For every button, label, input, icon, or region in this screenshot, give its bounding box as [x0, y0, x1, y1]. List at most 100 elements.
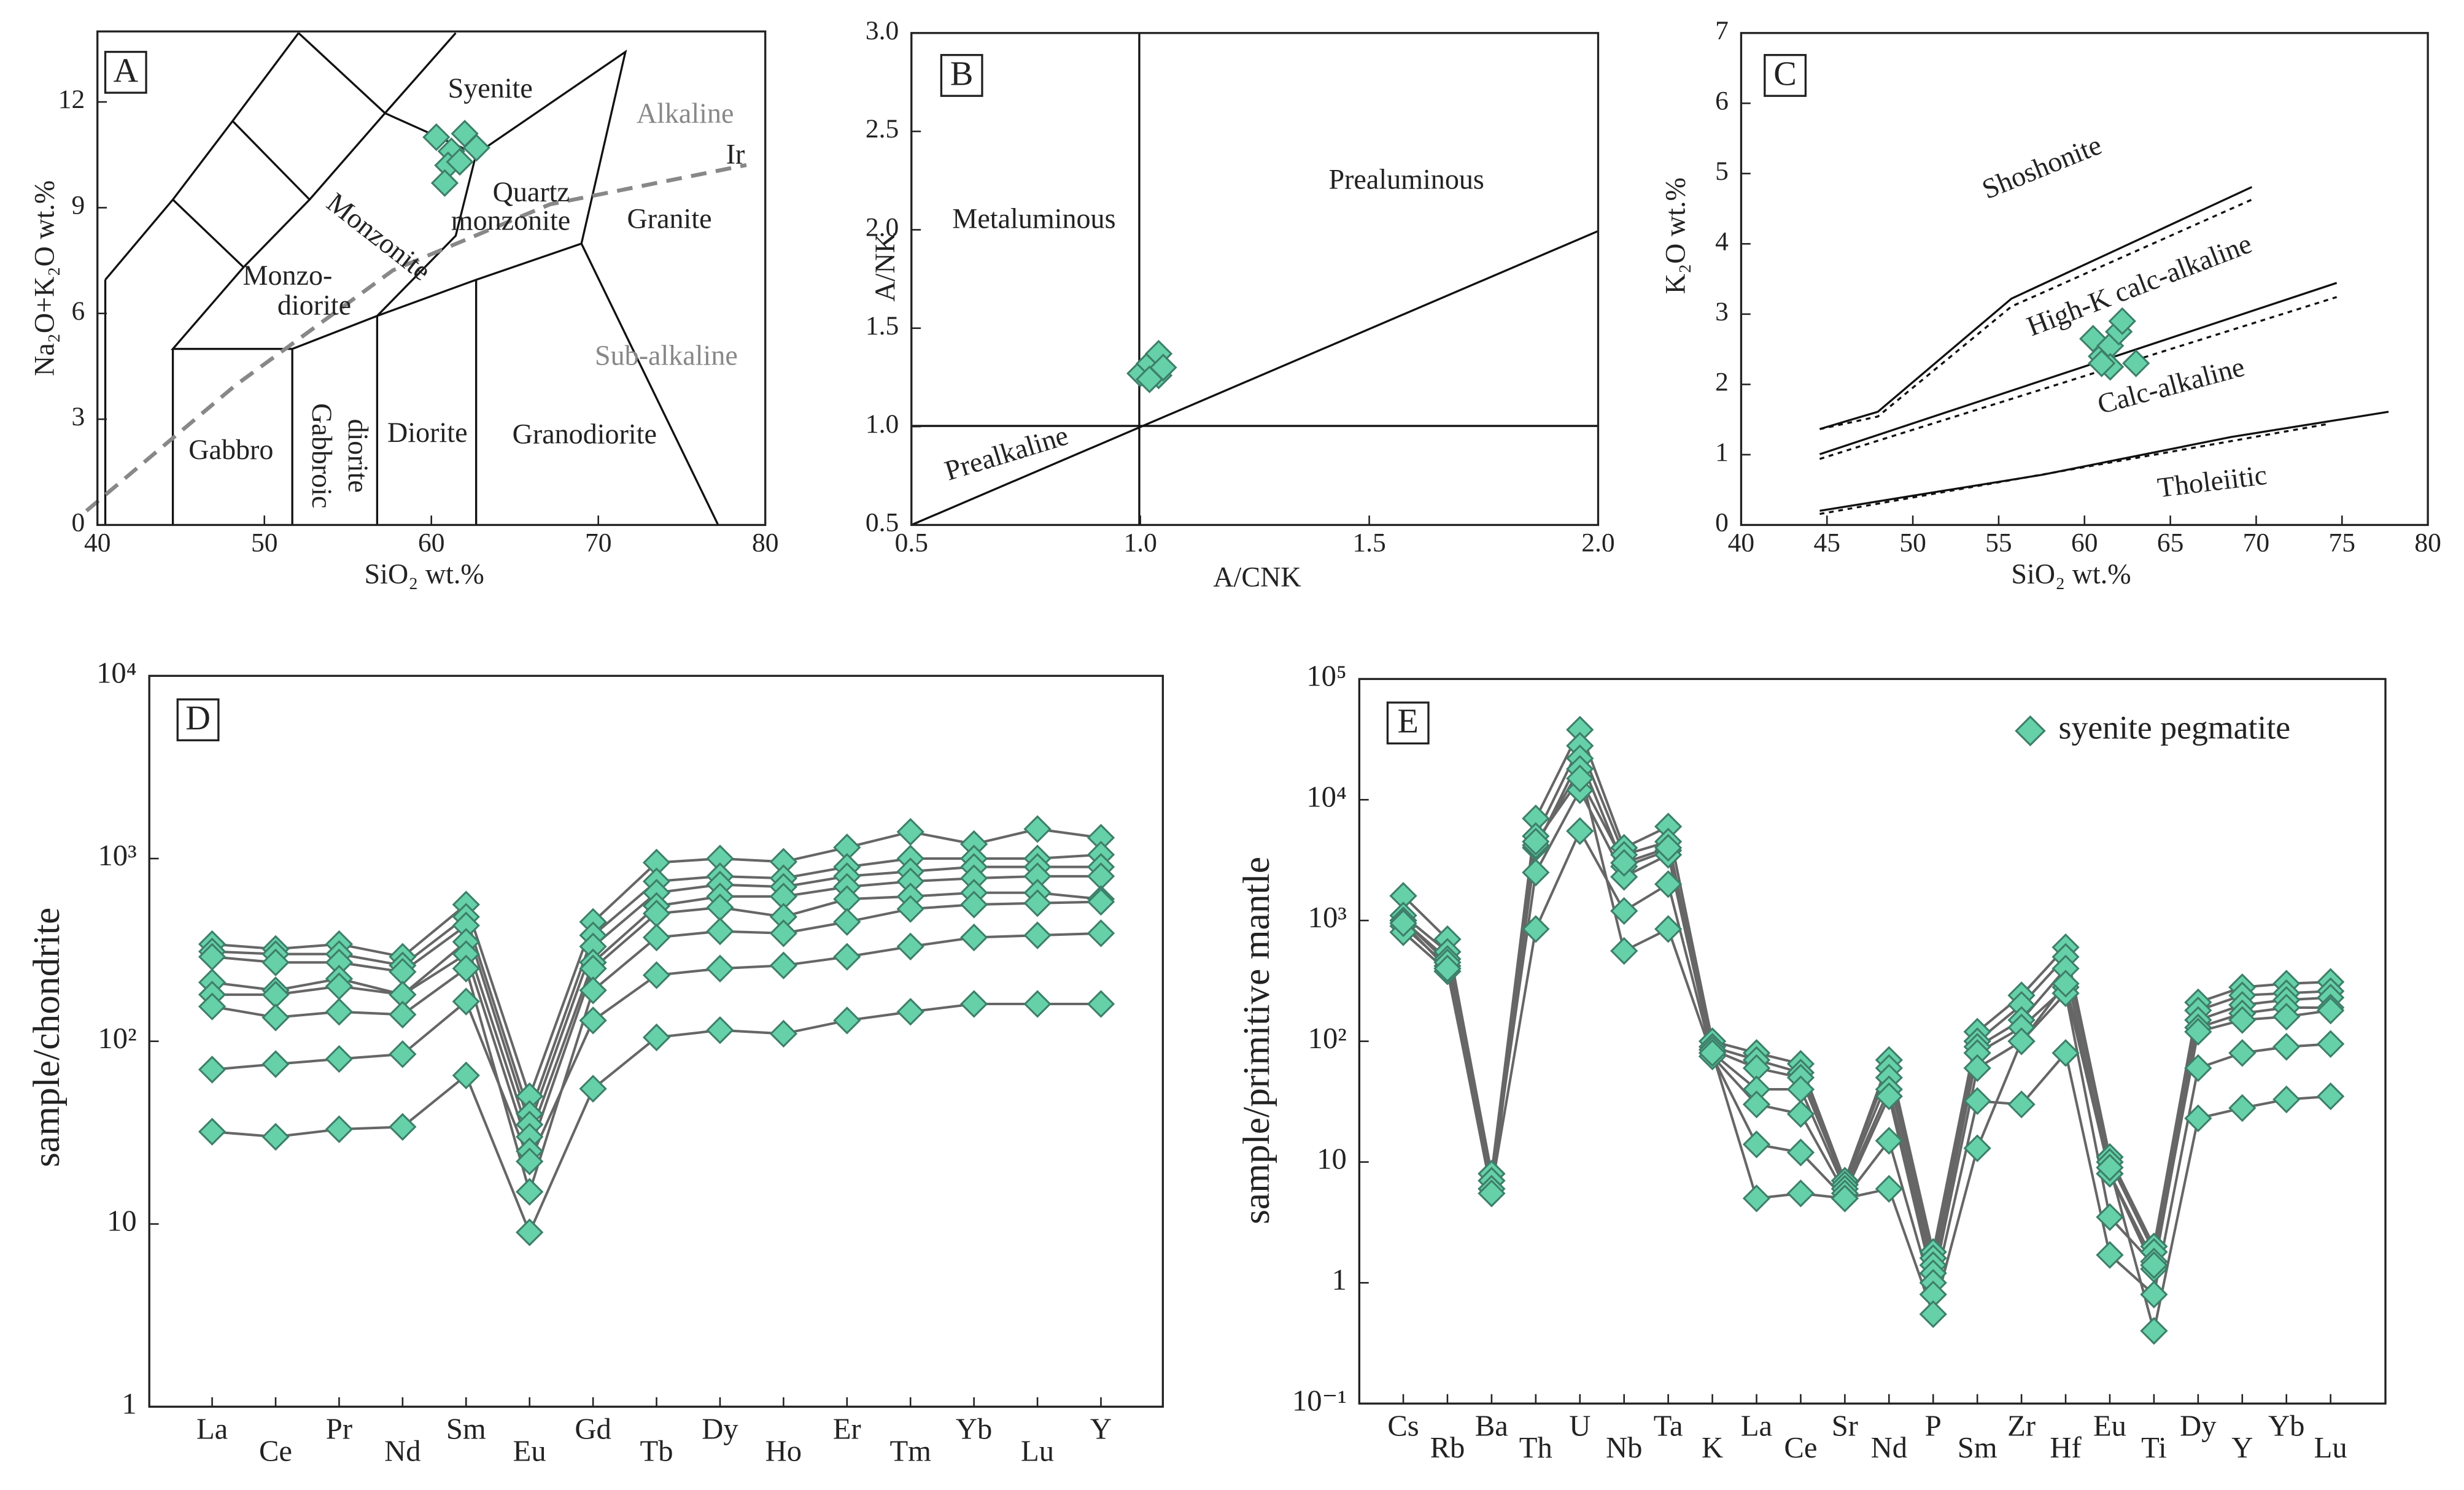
field-label: High-K calc-alkaline: [2023, 228, 2256, 342]
x-tick-label: Dy: [2180, 1409, 2217, 1442]
x-axis-label: A/CNK: [1213, 562, 1301, 593]
data-point: [1522, 827, 1550, 856]
x-tick-label: Ce: [1784, 1431, 1817, 1464]
field-label: Monzo-: [243, 260, 333, 291]
x-tick-label: Sm: [446, 1412, 486, 1445]
y-tick-label: 1: [1332, 1264, 1347, 1297]
legend-marker: [2015, 715, 2046, 747]
x-tick-label: Lu: [1021, 1434, 1054, 1467]
x-tick-label: Pr: [326, 1412, 352, 1445]
y-tick-label: 10²: [1308, 1022, 1347, 1055]
y-tick-label: 0.5: [866, 508, 899, 537]
data-point: [1087, 990, 1115, 1018]
x-tick-label: Nd: [1871, 1431, 1907, 1464]
data-point: [2140, 1251, 2168, 1280]
x-tick-label: Nb: [1606, 1431, 1642, 1464]
legend-label: syenite pegmatite: [2059, 709, 2291, 746]
field-label: Prealkaline: [941, 419, 1072, 486]
x-tick-label: 40: [84, 528, 111, 558]
field-label: Tholeiitic: [2156, 459, 2269, 503]
x-tick-label: Ta: [1654, 1409, 1683, 1442]
y-tick-label: 2: [1715, 367, 1729, 396]
y-tick-label: 3.0: [866, 16, 899, 45]
y-tick-label: 2.5: [866, 114, 899, 144]
data-point: [2184, 1017, 2212, 1046]
data-point: [896, 998, 924, 1026]
x-axis-label: SiO₂ wt.%: [365, 558, 484, 590]
data-point: [896, 817, 924, 846]
field-label: Diorite: [387, 417, 467, 448]
data-point: [1087, 887, 1115, 916]
plot-frame: [1358, 677, 2387, 1405]
panel-label-box: [176, 698, 220, 741]
y-tick-label: 3: [1715, 297, 1729, 326]
data-point: [1875, 1127, 1903, 1155]
data-point: [325, 1115, 354, 1143]
data-point: [2140, 1280, 2168, 1309]
field-label: Shoshonite: [1978, 129, 2106, 205]
data-point: [1149, 353, 1177, 382]
plot-frame: [910, 32, 1600, 527]
data-point: [516, 1147, 544, 1176]
x-tick-label: Eu: [2093, 1409, 2126, 1442]
data-point: [1963, 1134, 1991, 1162]
data-point: [1522, 859, 1550, 887]
x-tick-label: P: [1925, 1409, 1942, 1442]
data-point: [2122, 349, 2150, 377]
data-point: [2272, 1002, 2301, 1031]
data-point: [1610, 936, 1638, 965]
y-tick-label: 2.0: [866, 212, 899, 242]
x-tick-label: 50: [251, 528, 278, 558]
data-point: [706, 1016, 734, 1044]
panel-label-box: [940, 53, 983, 97]
x-tick-label: Ce: [259, 1434, 292, 1467]
data-point: [1610, 849, 1638, 877]
data-point: [896, 895, 924, 923]
x-tick-label: Eu: [513, 1434, 546, 1467]
x-tick-label: 45: [1814, 528, 1841, 558]
data-point: [452, 987, 480, 1016]
data-point: [642, 961, 671, 989]
panel-label: A: [113, 52, 138, 90]
series-line: [1402, 755, 2331, 1266]
data-point: [2007, 1027, 2036, 1056]
data-point: [422, 123, 451, 152]
x-tick-label: Y: [1090, 1412, 1112, 1445]
series-line: [1402, 828, 2331, 1283]
data-point: [1610, 897, 1638, 925]
y-tick-label: 10: [1317, 1143, 1347, 1176]
data-point: [325, 1044, 354, 1073]
data-point: [1831, 1184, 1859, 1213]
data-point: [1742, 1090, 1771, 1119]
panel-label-box: [104, 50, 147, 94]
x-tick-label: 80: [752, 528, 779, 558]
field-label: Prealuminous: [1328, 164, 1484, 195]
x-tick-label: 65: [2157, 528, 2184, 558]
data-point: [325, 998, 354, 1026]
x-tick-label: Gd: [575, 1412, 611, 1445]
data-point: [1786, 1100, 1815, 1128]
data-point: [2317, 1030, 2345, 1058]
data-point: [2096, 1241, 2124, 1269]
x-tick-label: Tb: [640, 1434, 673, 1467]
y-tick-label: 9: [71, 190, 85, 220]
data-point: [389, 1113, 417, 1141]
data-point: [2184, 1104, 2212, 1133]
data-point: [198, 1118, 227, 1146]
x-tick-label: Sr: [1832, 1409, 1858, 1442]
data-point: [2228, 1006, 2257, 1034]
data-point: [706, 917, 734, 946]
x-tick-label: 60: [2071, 528, 2098, 558]
x-tick-label: Cs: [1387, 1409, 1419, 1442]
x-tick-label: Rb: [1430, 1431, 1465, 1464]
data-point: [430, 169, 459, 197]
x-tick-label: 70: [2243, 528, 2270, 558]
x-axis-label: SiO₂ wt.%: [2011, 558, 2131, 590]
data-point: [1875, 1082, 1903, 1111]
data-point: [2007, 1090, 2036, 1119]
y-tick-label: 5: [1715, 156, 1729, 186]
k2o-fields: [1819, 186, 2389, 515]
data-point: [446, 148, 474, 176]
data-point: [833, 1006, 861, 1035]
data-point: [1654, 915, 1683, 943]
